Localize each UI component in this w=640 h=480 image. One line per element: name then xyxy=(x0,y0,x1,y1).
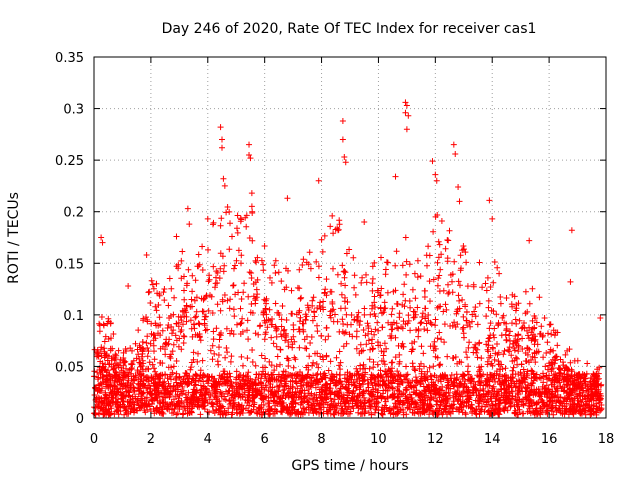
roti-outlier-point xyxy=(402,99,409,106)
y-tick-label: 0.05 xyxy=(55,360,84,375)
y-tick-label: 0 xyxy=(76,412,84,427)
roti-outlier-point xyxy=(315,177,322,184)
x-axis-title: GPS time / hours xyxy=(291,458,408,474)
data-points xyxy=(91,99,605,418)
x-tick-label: 4 xyxy=(204,432,212,447)
x-tick-label: 14 xyxy=(484,432,501,447)
roti-outlier-point xyxy=(339,117,346,124)
x-tick-label: 18 xyxy=(598,432,615,447)
x-tick-label: 6 xyxy=(261,432,269,447)
roti-outlier-point xyxy=(567,278,574,285)
roti-outlier-point xyxy=(429,158,436,165)
y-tick-label: 0.2 xyxy=(63,206,84,221)
roti-outlier-point xyxy=(597,314,604,321)
roti-outlier-point xyxy=(246,141,253,148)
roti-outlier-point xyxy=(526,237,533,244)
roti-outlier-point xyxy=(489,215,496,222)
y-tick-label: 0.15 xyxy=(55,257,84,272)
roti-outlier-point xyxy=(248,190,255,197)
roti-point-cloud xyxy=(91,203,605,418)
roti-outlier-point xyxy=(403,102,410,109)
roti-outlier-point xyxy=(143,252,150,259)
roti-outlier-point xyxy=(184,205,191,212)
roti-outlier-point xyxy=(125,282,132,289)
roti-outlier-point xyxy=(456,198,463,205)
roti-outlier-point xyxy=(342,159,349,166)
x-tick-label: 16 xyxy=(541,432,558,447)
y-tick-label: 0.25 xyxy=(55,154,84,169)
x-tick-label: 8 xyxy=(317,432,325,447)
y-axis-title: ROTI / TECUs xyxy=(6,192,22,284)
x-tick-label: 0 xyxy=(90,432,98,447)
roti-outlier-point xyxy=(173,233,180,240)
roti-outlier-point xyxy=(455,183,462,190)
roti-outlier-point xyxy=(220,175,227,182)
x-tick-label: 2 xyxy=(147,432,155,447)
roti-outlier-point xyxy=(99,239,106,246)
roti-outlier-point xyxy=(219,144,225,151)
roti-outlier-point xyxy=(247,155,254,162)
axis-ticks xyxy=(93,56,607,419)
roti-outlier-point xyxy=(217,124,224,131)
roti-outlier-point xyxy=(361,219,368,226)
roti-outlier-point xyxy=(432,171,439,178)
y-tick-label: 0.35 xyxy=(55,51,84,66)
y-tick-labels: 0 0.05 0.1 0.15 0.2 0.25 0.3 0.35 xyxy=(55,51,84,427)
y-tick-label: 0.1 xyxy=(63,309,84,324)
chart-title: Day 246 of 2020, Rate Of TEC Index for r… xyxy=(162,21,537,37)
roti-outlier-point xyxy=(402,109,409,116)
roti-outlier-point xyxy=(450,141,457,148)
y-tick-label: 0.3 xyxy=(63,103,84,118)
plot-frame xyxy=(93,56,607,419)
x-tick-labels: 0 2 4 6 8 10 12 14 16 18 xyxy=(90,432,614,447)
roti-outlier-point xyxy=(486,197,493,204)
roti-outlier-point xyxy=(284,195,291,202)
roti-outlier-point xyxy=(433,177,440,184)
x-tick-label: 10 xyxy=(370,432,387,447)
roti-outlier-point xyxy=(341,154,348,161)
roti-outlier-point xyxy=(339,136,346,143)
roti-outlier-point xyxy=(204,215,211,222)
roti-outlier-point xyxy=(568,227,575,234)
roti-outlier-point xyxy=(221,182,228,189)
roti-outlier-point xyxy=(246,151,253,158)
roti-outlier-point xyxy=(98,234,105,241)
roti-outlier-point xyxy=(186,221,193,228)
roti-outlier-point xyxy=(452,150,459,157)
roti-outlier-point xyxy=(392,173,399,180)
x-tick-label: 12 xyxy=(427,432,444,447)
roti-outlier-point xyxy=(219,136,225,143)
roti-outlier-point xyxy=(405,112,412,119)
roti-outlier-point xyxy=(403,126,410,133)
